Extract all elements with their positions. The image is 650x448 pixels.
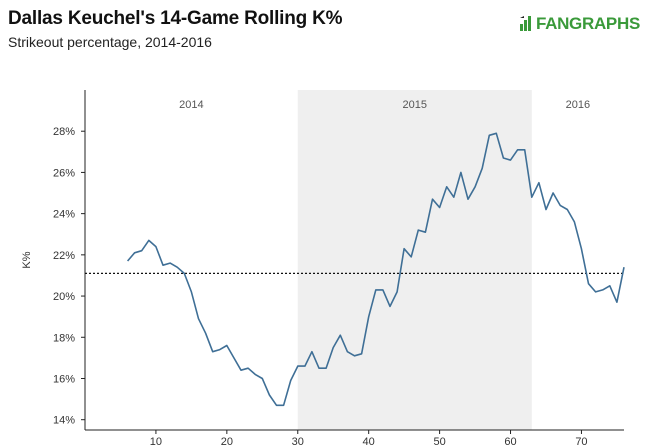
season-band-2015 [297,90,532,430]
season-label-2014: 2014 [179,99,203,111]
y-axis-label: K% [21,251,33,268]
fangraphs-logo-icon [519,15,534,33]
plot-area: 2014 2015 2016 14% 16% 18% 20% 22% 24% 26% 28% 10 20… [21,90,625,448]
x-tick-label: 70 [575,436,587,448]
y-tick-label: 28% [53,126,75,138]
x-tick-label: 60 [504,436,516,448]
chart-subtitle: Strikeout percentage, 2014-2016 [8,34,212,50]
y-tick-label: 26% [53,167,75,179]
y-tick-label: 20% [53,291,75,303]
y-tick-label: 22% [53,250,75,262]
season-label-2016: 2016 [566,99,590,111]
x-tick-label: 30 [292,436,304,448]
x-tick-label: 40 [363,436,375,448]
y-tick-label: 14% [53,415,75,427]
y-tick-label: 16% [53,373,75,385]
chart-title: Dallas Keuchel's 14-Game Rolling K% [8,8,343,29]
x-tick-label: 10 [150,436,162,448]
y-tick-label: 24% [53,209,75,221]
fangraphs-logo: FANGRAPHS [519,14,640,34]
series-line [126,132,625,407]
x-tick-label: 20 [221,436,233,448]
season-label-2015: 2015 [403,99,427,111]
fangraphs-logo-text: FANGRAPHS [535,14,640,33]
x-tick-label: 50 [433,436,445,448]
y-tick-label: 18% [53,332,75,344]
